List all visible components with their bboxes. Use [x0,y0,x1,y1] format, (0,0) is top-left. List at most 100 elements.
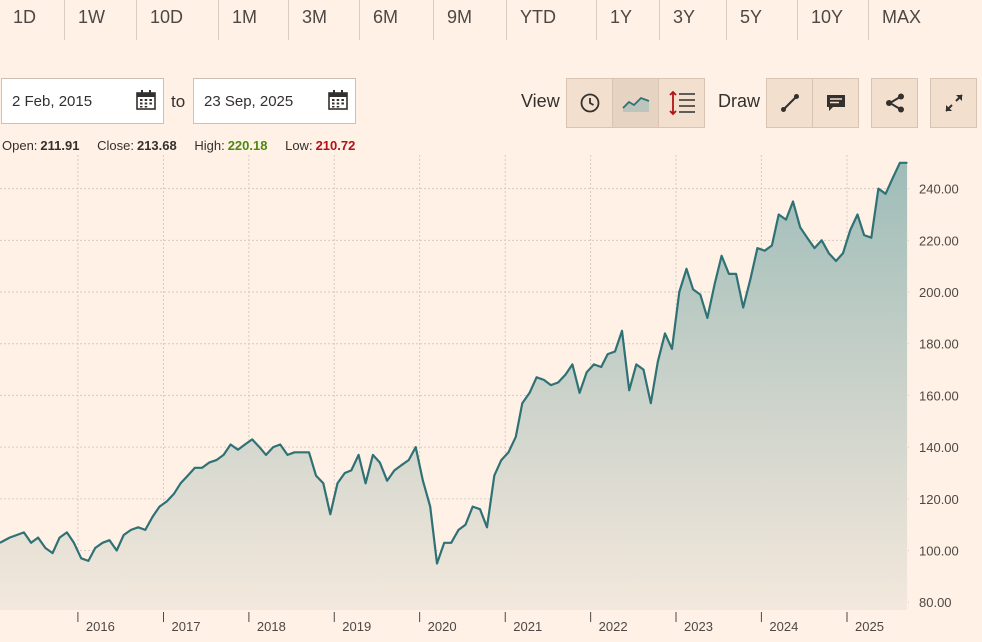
price-point [571,363,574,365]
range-button-9m[interactable]: 9M [434,0,507,40]
price-point [180,482,182,484]
line-chart-icon [621,96,649,112]
range-button-10d[interactable]: 10D [137,0,219,40]
y-tick-label: 200.00 [919,285,959,300]
calendar-icon[interactable] [327,89,349,111]
price-point [94,547,96,549]
x-tick-label: 2025 [855,619,884,634]
price-point [215,459,217,461]
range-button-6m[interactable]: 6M [360,0,434,40]
price-point [443,542,445,544]
price-point [614,350,616,353]
price-point [137,526,139,528]
price-point [130,529,132,531]
price-point [436,562,438,565]
price-point [764,250,766,252]
price-point [244,443,246,446]
price-chart[interactable]: 80.00 100.00 120.00 140.00 160.00 180.00 200.0… [0,155,982,642]
range-button-3y[interactable]: 3Y [660,0,727,40]
x-tick-label: 2019 [342,619,371,634]
range-selector: 1D 1W 10D 1M 3M 6M 9M YTD 1Y 3Y 5Y 10Y MAX [0,0,982,40]
line-chart-button[interactable] [612,78,659,128]
price-point [293,451,296,453]
y-tick-label: 220.00 [919,233,959,248]
price-point [486,526,488,528]
price-point [265,454,267,456]
high-label: High: [194,138,225,153]
y-tick-label: 240.00 [919,182,959,197]
x-tick-label: 2021 [513,619,542,634]
price-point [158,506,161,508]
price-point [429,506,431,508]
price-point [699,294,701,296]
calendar-icon[interactable] [135,89,157,111]
price-point [315,475,317,477]
price-point [806,237,808,239]
range-button-1w[interactable]: 1W [65,0,137,40]
line-tool-button[interactable] [766,78,813,128]
y-tick-label: 180.00 [919,337,959,352]
price-point [821,239,823,241]
price-point [350,469,352,471]
range-button-max[interactable]: MAX [882,7,922,27]
range-button-1y[interactable]: 1Y [597,0,660,40]
range-button-1m[interactable]: 1M [219,0,289,40]
x-tick-label: 2017 [172,619,201,634]
y-tick-label: 120.00 [919,492,959,507]
price-point [671,348,673,350]
price-point [756,247,759,249]
price-point [628,389,630,391]
price-point [23,531,25,533]
to-date-input[interactable]: 23 Sep, 2025 [193,78,356,124]
price-point [286,454,289,456]
share-button[interactable] [871,78,918,128]
price-point [329,513,331,515]
price-point [892,177,894,179]
price-point [664,332,666,334]
range-button-3m[interactable]: 3M [289,0,360,40]
range-button-5y[interactable]: 5Y [727,0,798,40]
range-button-10y[interactable]: 10Y [798,0,869,40]
share-icon [885,93,904,113]
price-point [792,200,794,203]
price-point [714,283,716,285]
price-point [650,402,652,404]
price-point [194,467,196,469]
price-point [706,317,709,319]
price-point [187,475,189,477]
price-point [600,366,602,368]
price-point [59,537,61,539]
price-point [586,371,588,373]
price-point [457,529,460,531]
price-point [223,454,225,456]
price-point [37,537,39,539]
price-point [564,374,567,376]
price-point [116,549,118,552]
price-point [835,260,837,262]
range-button-ytd[interactable]: YTD [507,0,597,40]
price-point [151,516,154,518]
volume-button[interactable] [658,78,705,128]
price-point [422,480,424,482]
time-view-button[interactable] [566,78,613,128]
price-point [778,213,780,216]
range-button-1d[interactable]: 1D [0,0,65,40]
y-tick-label: 100.00 [919,544,959,559]
price-point [500,459,502,461]
price-point [173,493,175,495]
price-point [849,229,851,231]
price-point [87,560,89,562]
from-date-input[interactable]: 2 Feb, 2015 [1,78,164,124]
expand-button[interactable] [930,78,977,128]
comment-tool-button[interactable] [812,78,859,128]
y-tick-label: 80.00 [919,595,952,610]
high-value: 220.18 [227,138,268,153]
price-point [393,469,395,471]
price-point [415,446,417,448]
price-point [379,462,381,464]
price-point [642,369,645,371]
price-point [358,454,360,456]
ohlc-readout: Open: 211.91 Close: 213.68 High: 220.18 Low… [2,138,369,153]
open-value: 211.91 [40,138,80,153]
price-point [308,451,310,453]
